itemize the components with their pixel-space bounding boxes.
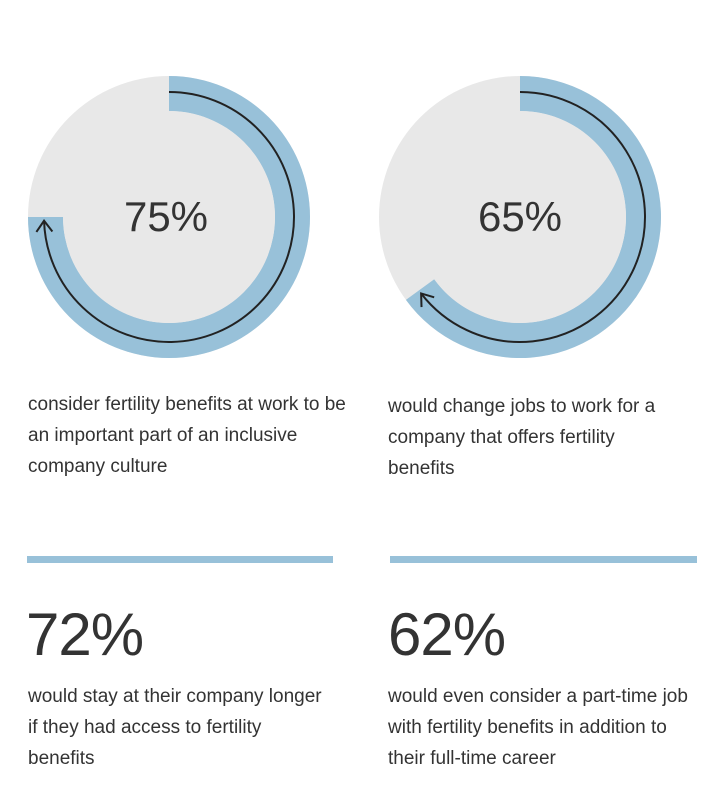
donut-value-label: 65%	[478, 193, 562, 240]
divider-left	[27, 556, 333, 563]
stat-value-72: 72%	[26, 601, 144, 668]
donut-chart-65: 65%	[379, 76, 661, 358]
donut-arrowhead	[35, 219, 54, 233]
stat-value-62: 62%	[388, 601, 506, 668]
stat-caption-72: would stay at their company longer if th…	[28, 686, 322, 769]
donut-caption-75: consider fertility benefits at work to b…	[28, 394, 346, 477]
donut-arrowhead	[420, 292, 435, 308]
donut-chart-75: 75%	[28, 76, 310, 358]
donut-arrow	[420, 91, 646, 343]
stat-caption-62: would even consider a part-time job with…	[388, 686, 688, 769]
donut-value-label: 75%	[124, 193, 208, 240]
donut-inner	[63, 111, 275, 323]
donut-caption-65: would change jobs to work for a company …	[388, 396, 656, 479]
donut-inner	[414, 111, 626, 323]
divider-right	[390, 556, 697, 563]
donut-arrow	[43, 91, 295, 343]
